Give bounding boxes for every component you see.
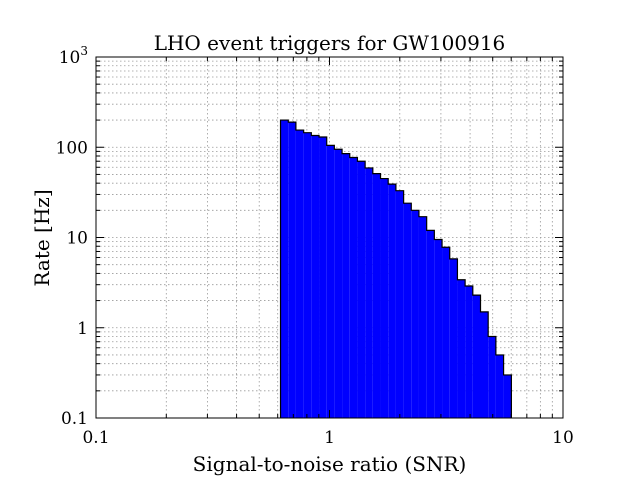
x-tick-label: 1 <box>324 428 335 448</box>
y-tick-label: 100 <box>56 138 88 158</box>
histogram-bar <box>372 173 381 418</box>
histogram-bar <box>303 132 312 419</box>
histogram-bar <box>280 120 289 419</box>
histogram-bar <box>380 178 389 418</box>
y-tick-label: 0.1 <box>61 409 88 429</box>
y-tick-label: 1 <box>77 319 88 339</box>
y-tick-label: 103 <box>59 44 88 68</box>
histogram-bar <box>311 135 320 419</box>
histogram-bar <box>418 216 427 418</box>
histogram-bar <box>480 311 489 418</box>
histogram-bar <box>403 203 412 418</box>
histogram-bar <box>334 149 343 418</box>
histogram-bar <box>495 354 504 418</box>
histogram-bar <box>365 167 373 418</box>
x-tick-label: 10 <box>552 428 574 448</box>
histogram-bar <box>434 239 443 418</box>
histogram-bar <box>319 136 327 418</box>
histogram-bar <box>442 247 450 418</box>
y-tick-label: 10 <box>66 229 88 249</box>
histogram-bar <box>288 122 296 418</box>
histogram-bar <box>465 286 473 418</box>
histogram-bar <box>342 153 350 419</box>
histogram-bar <box>395 190 404 418</box>
histogram-bar <box>388 184 396 418</box>
histogram-bar <box>349 157 358 419</box>
axis-ticks: 0.1 1 10 0.1 1 10 100 103 <box>56 44 574 448</box>
histogram-bar <box>326 145 335 419</box>
histogram-bar <box>457 279 466 418</box>
histogram-bar <box>503 374 512 418</box>
histogram-bar <box>357 161 366 418</box>
histogram-bar <box>472 295 481 418</box>
chart-title: LHO event triggers for GW100916 <box>154 31 506 55</box>
histogram-bar <box>411 210 419 418</box>
x-tick-label: 0.1 <box>82 428 109 448</box>
histogram-outline <box>279 119 512 418</box>
histogram-bars <box>279 119 512 419</box>
histogram-bar <box>488 336 496 418</box>
y-axis-label: Rate [Hz] <box>30 189 54 286</box>
histogram-bar <box>426 230 435 418</box>
histogram-bar <box>295 130 304 418</box>
histogram-bar <box>449 258 458 418</box>
x-axis-label: Signal-to-noise ratio (SNR) <box>193 452 467 476</box>
